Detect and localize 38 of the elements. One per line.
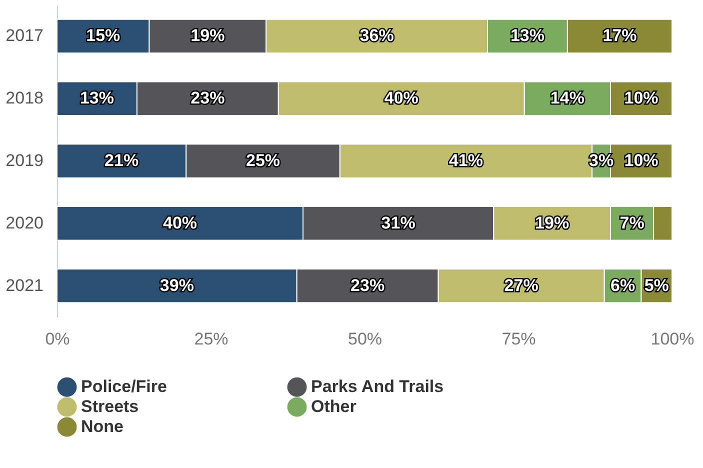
data-label: 23% — [350, 276, 385, 295]
x-tick-label: 100% — [650, 330, 694, 348]
y-tick-label: 2020 — [6, 213, 44, 232]
data-label: 13% — [510, 26, 544, 46]
data-label: 5% — [644, 276, 669, 295]
data-label: 36% — [360, 26, 394, 46]
y-tick-label: 2021 — [6, 276, 44, 295]
data-label: 14% — [550, 88, 584, 108]
x-tick-label: 0% — [45, 330, 70, 348]
legend-label: Police/Fire — [81, 377, 167, 396]
y-tick-label: 2017 — [6, 26, 44, 46]
x-tick-label: 25% — [194, 330, 228, 348]
data-label: 13% — [80, 88, 114, 108]
data-label: 10% — [624, 88, 658, 108]
legend-label: Other — [311, 397, 357, 416]
data-label: 31% — [381, 213, 416, 232]
data-label: 23% — [190, 88, 225, 108]
data-label: 7% — [620, 213, 644, 232]
legend-label: Parks And Trails — [311, 377, 444, 396]
data-label: 40% — [384, 88, 418, 108]
data-label: 6% — [610, 276, 636, 295]
data-label: 19% — [535, 213, 570, 232]
x-tick-label: 75% — [502, 330, 536, 348]
y-tick-label: 2018 — [6, 88, 44, 108]
legend-label: Streets — [81, 397, 139, 416]
data-label: 17% — [602, 26, 637, 46]
legend-label: None — [81, 417, 124, 436]
data-label: 40% — [162, 213, 198, 232]
x-tick-label: 50% — [348, 330, 382, 348]
data-label: 25% — [246, 151, 280, 170]
data-label: 27% — [504, 276, 538, 295]
data-label: 10% — [624, 151, 658, 170]
data-label: 15% — [86, 26, 120, 46]
data-label: 19% — [190, 26, 225, 46]
data-label: 41% — [448, 151, 483, 170]
data-label: 21% — [104, 151, 139, 170]
y-tick-label: 2019 — [6, 151, 44, 170]
data-label: 39% — [160, 276, 194, 295]
